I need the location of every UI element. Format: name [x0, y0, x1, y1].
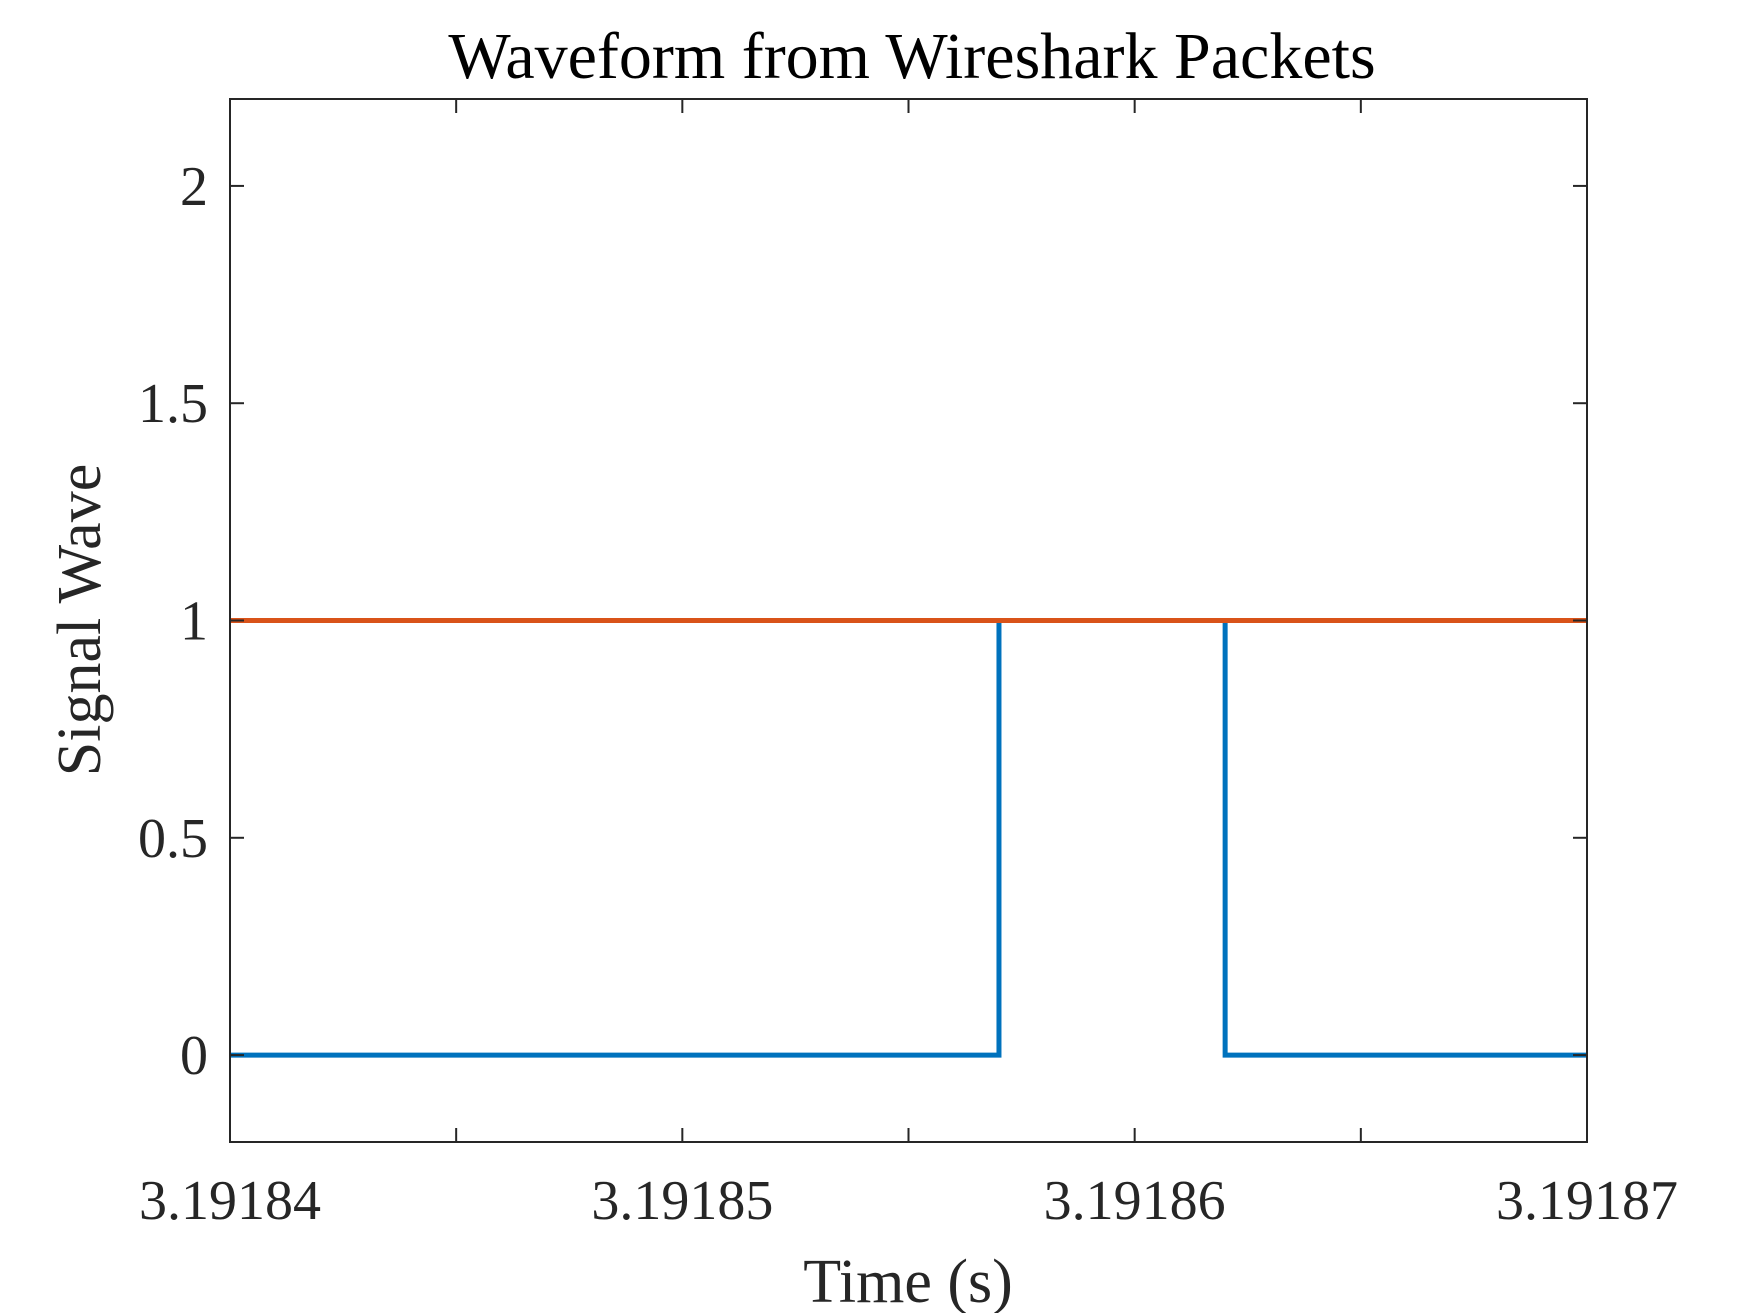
series-layer	[230, 618, 1587, 1058]
y-tick-label: 0.5	[138, 808, 208, 870]
x-tick-label: 3.19186	[1044, 1170, 1226, 1232]
x-tick-label: 3.19187	[1496, 1170, 1678, 1232]
x-axis-label: Time (s)	[803, 1248, 1013, 1313]
y-tick-label: 1	[180, 591, 208, 653]
x-tick-label: 3.19185	[591, 1170, 773, 1232]
chart-title: Waveform from Wireshark Packets	[448, 20, 1375, 93]
y-tick-label: 2	[180, 156, 208, 218]
x-axis: 3.19184 3.19185 3.19186 3.19187	[139, 99, 1678, 1232]
y-tick-label: 1.5	[138, 373, 208, 435]
y-axis: 0 0.5 1 1.5 2	[138, 156, 1587, 1087]
y-tick-label: 0	[180, 1025, 208, 1087]
y-axis-label: Signal Wave	[46, 464, 114, 776]
x-tick-label: 3.19184	[139, 1170, 321, 1232]
